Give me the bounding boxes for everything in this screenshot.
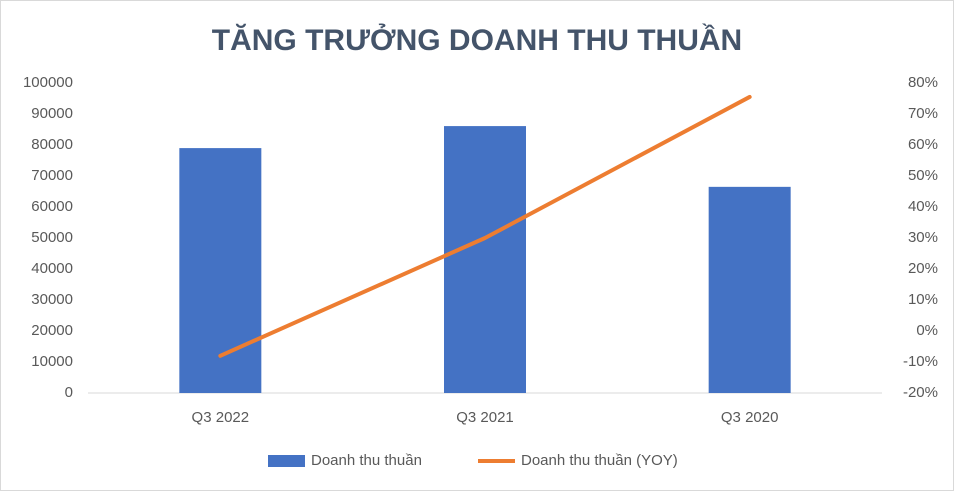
y-tick-label: 60000 — [31, 198, 73, 215]
y-tick-label: 80000 — [31, 136, 73, 153]
x-tick-label: Q3 2021 — [456, 409, 514, 426]
y-tick-label: 40000 — [31, 260, 73, 277]
legend-label: Doanh thu thuần (YOY) — [521, 452, 678, 469]
bar — [444, 126, 526, 393]
bar — [708, 186, 791, 393]
line — [218, 94, 752, 358]
y2-tick-label: 50% — [908, 167, 938, 184]
y-tick-label: 90000 — [31, 105, 73, 122]
y2-tick-label: 80% — [908, 74, 938, 91]
y2-tick-label: 10% — [908, 291, 938, 308]
y2-tick-label: -20% — [903, 384, 938, 401]
y2-tick-label: 0% — [916, 322, 938, 339]
y-tick-label: 50000 — [31, 229, 73, 246]
x-tick-label: Q3 2022 — [192, 409, 250, 426]
y2-tick-label: 20% — [908, 260, 938, 277]
y-tick-label: 30000 — [31, 291, 73, 308]
y-tick-label: 0 — [65, 384, 73, 401]
y2-tick-label: -10% — [903, 353, 938, 370]
y2-tick-label: 40% — [908, 198, 938, 215]
bar — [179, 148, 262, 393]
legend-swatch — [268, 455, 305, 467]
y-tick-label: 10000 — [31, 353, 73, 370]
y2-tick-label: 70% — [908, 105, 938, 122]
y-tick-label: 100000 — [23, 74, 73, 91]
y2-tick-label: 30% — [908, 229, 938, 246]
y-tick-label: 20000 — [31, 322, 73, 339]
y-tick-label: 70000 — [31, 167, 73, 184]
legend-label: Doanh thu thuần — [311, 452, 422, 469]
x-tick-label: Q3 2020 — [721, 409, 779, 426]
y2-tick-label: 60% — [908, 136, 938, 153]
chart-title: TĂNG TRƯỞNG DOANH THU THUẦN — [212, 23, 742, 57]
